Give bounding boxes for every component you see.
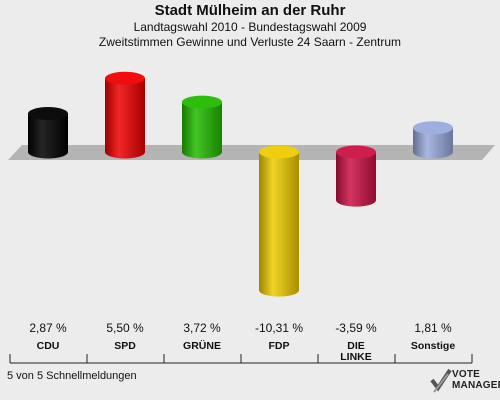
votemanager-text: VOTE MANAGER <box>452 369 500 391</box>
chart-titles: Stadt Mülheim an der Ruhr Landtagswahl 2… <box>0 2 500 50</box>
bar-top-4 <box>336 145 376 159</box>
bar-top-2 <box>182 95 222 109</box>
bar-body-1 <box>105 78 145 159</box>
bar-3 <box>259 145 299 297</box>
bar-body-0 <box>28 113 68 159</box>
value-label-4: -3,59 % <box>335 321 377 335</box>
value-label-5: 1,81 % <box>414 321 452 335</box>
votemanager-logo: VOTE MANAGER <box>430 366 500 396</box>
bar-top-5 <box>413 121 453 135</box>
status-text: 5 von 5 Schnellmeldungen <box>7 370 137 382</box>
category-label-2: GRÜNE <box>183 339 221 352</box>
bar-body-4 <box>336 152 376 207</box>
bar-body-2 <box>182 102 222 159</box>
bar-top-0 <box>28 107 68 121</box>
bar-body-5 <box>413 127 453 159</box>
bar-5 <box>413 121 453 159</box>
bar-1 <box>105 71 145 159</box>
bar-0 <box>28 107 68 159</box>
bar-4 <box>336 145 376 207</box>
value-label-2: 3,72 % <box>183 321 221 335</box>
value-label-0: 2,87 % <box>29 321 67 335</box>
bar-top-1 <box>105 71 145 85</box>
category-label-4: DIE LINKE <box>340 340 372 363</box>
category-label-3: FDP <box>269 340 290 352</box>
bar-body-3 <box>259 152 299 297</box>
chart-subtitle-1: Landtagswahl 2010 - Bundestagswahl 2009 <box>133 20 367 34</box>
category-label-0: CDU <box>37 340 60 352</box>
bar-top-3 <box>259 145 299 159</box>
votemanager-check-icon <box>430 368 452 393</box>
value-label-3: -10,31 % <box>255 321 303 335</box>
bar-2 <box>182 95 222 159</box>
category-label-5: Sonstige <box>411 340 455 352</box>
chart-subtitle-2: Zweitstimmen Gewinne und Verluste 24 Saa… <box>98 35 402 49</box>
category-label-1: SPD <box>114 340 136 352</box>
chart-title: Stadt Mülheim an der Ruhr <box>154 2 346 19</box>
value-label-1: 5,50 % <box>106 321 144 335</box>
